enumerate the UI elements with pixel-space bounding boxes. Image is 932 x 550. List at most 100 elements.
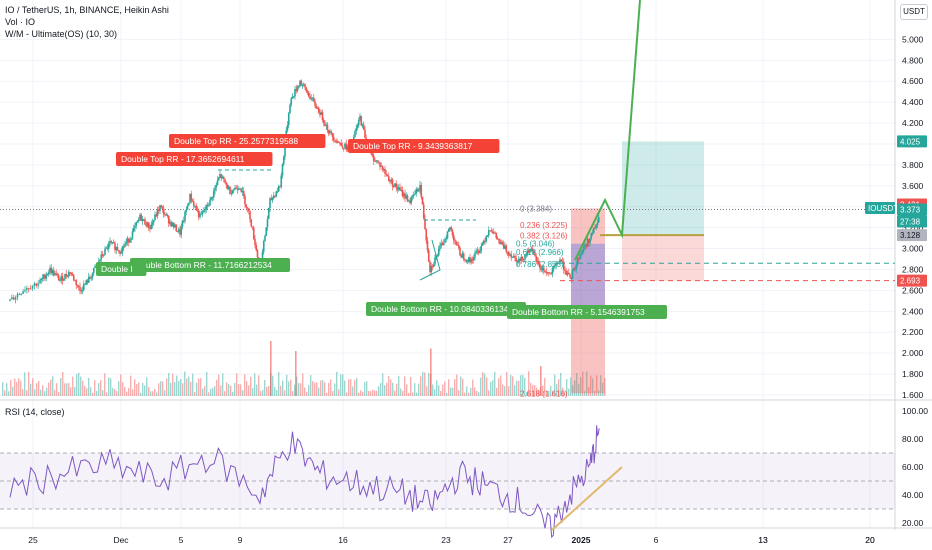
- volume-bar: [148, 387, 150, 396]
- volume-bar: [560, 372, 562, 396]
- volume-bar: [202, 388, 204, 396]
- vol-line[interactable]: Vol · IO: [5, 17, 36, 27]
- volume-bar: [350, 379, 352, 396]
- volume-bar: [174, 382, 176, 396]
- candle-body: [486, 235, 489, 237]
- volume-bar: [288, 381, 290, 396]
- candle-body: [596, 222, 599, 226]
- candle-body: [402, 193, 405, 197]
- volume-bar: [458, 390, 460, 396]
- currency-button[interactable]: USDT: [900, 4, 928, 20]
- candle-body: [380, 166, 383, 168]
- volume-bar: [346, 392, 348, 396]
- candle-body: [87, 276, 90, 283]
- candle-body: [582, 247, 585, 251]
- candle-body: [229, 186, 231, 195]
- rsi-tick-label: 100.00: [902, 406, 928, 416]
- indicator-line[interactable]: W/M - Ultimate(OS) (10, 30): [5, 29, 118, 39]
- volume-bar: [578, 384, 580, 396]
- candle-body: [395, 183, 398, 188]
- fib-levels: 0 (3.384) 0.236 (3.225)0.382 (3.126)0.5 (…: [516, 204, 568, 398]
- candle-body: [405, 195, 408, 199]
- candle-body: [277, 186, 280, 192]
- volume-bar: [546, 391, 548, 396]
- candle-body: [457, 245, 460, 248]
- volume-bar: [520, 375, 522, 396]
- candle-body: [219, 174, 221, 178]
- volume-bar: [470, 388, 472, 396]
- symbol-line[interactable]: IO / TetherUS, 1h, BINANCE, Heikin Ashi: [5, 5, 169, 15]
- volume-bar: [70, 387, 72, 396]
- y-tick-label: 2.000: [902, 348, 924, 358]
- volume-bar: [144, 385, 146, 396]
- volume-bar: [342, 374, 344, 396]
- candle-body: [26, 288, 28, 291]
- volume-bar: [320, 380, 322, 396]
- candle-body: [57, 275, 60, 281]
- candle-body: [571, 270, 574, 280]
- candle-body: [191, 200, 194, 202]
- candle-body: [392, 186, 395, 188]
- candle-body: [116, 247, 119, 251]
- volume-bar: [504, 386, 506, 396]
- volume-bar: [452, 387, 454, 396]
- volume-bar: [184, 371, 186, 396]
- y-tick-label: 2.200: [902, 327, 924, 337]
- volume-bar: [328, 382, 330, 396]
- volume-bar: [408, 392, 410, 396]
- candle-body: [31, 285, 34, 289]
- volume-bar: [118, 381, 120, 396]
- volume-bar: [352, 386, 354, 396]
- volume-bar: [196, 382, 198, 396]
- volume-bar: [324, 382, 326, 396]
- candle-body: [239, 188, 241, 190]
- pattern-label-box: [507, 305, 667, 319]
- candle-body: [124, 244, 126, 247]
- volume-bar: [106, 392, 108, 396]
- projection-arrow: [574, 0, 641, 261]
- volume-bar: [442, 384, 444, 396]
- volume-bar: [392, 382, 394, 396]
- candle-body: [117, 250, 120, 252]
- candle-body: [215, 184, 218, 188]
- candle-body: [504, 245, 506, 249]
- candle-body: [205, 204, 208, 210]
- candle-body: [40, 279, 43, 281]
- volume-bar: [354, 379, 356, 396]
- candle-body: [517, 258, 520, 263]
- volume-bar: [60, 378, 62, 396]
- candle-body: [551, 267, 554, 274]
- volume-bar: [462, 378, 464, 396]
- volume-bar: [236, 373, 238, 396]
- rsi-title[interactable]: RSI (14, close): [5, 407, 65, 417]
- x-tick-label: Dec: [113, 535, 129, 545]
- candle-body: [340, 143, 343, 146]
- volume-bar: [364, 382, 366, 396]
- candle-body: [252, 227, 255, 240]
- pattern-label-box: [116, 152, 273, 166]
- candle-body: [156, 209, 159, 217]
- volume-bar: [56, 383, 58, 396]
- loss-zone: [622, 235, 704, 281]
- y-tick-label: 1.600: [902, 390, 924, 400]
- candle-body: [167, 216, 170, 224]
- candle-body: [345, 143, 348, 150]
- volume-bar: [50, 379, 52, 396]
- candle-body: [317, 107, 320, 113]
- volume-bar: [226, 382, 228, 396]
- candle-body: [485, 236, 488, 242]
- volume-bar: [400, 388, 402, 396]
- candle-body: [129, 239, 131, 243]
- y-tick-label: 4.200: [902, 118, 924, 128]
- volume-bar: [286, 374, 288, 396]
- volume-bar: [150, 391, 152, 396]
- volume-bar: [6, 383, 8, 396]
- candle-body: [52, 270, 55, 276]
- volume-bar: [562, 387, 564, 396]
- volume-bar: [280, 385, 282, 396]
- candle-body: [447, 228, 450, 232]
- candle-body: [437, 248, 440, 256]
- candle-body: [550, 273, 553, 275]
- volume-bar: [348, 379, 350, 396]
